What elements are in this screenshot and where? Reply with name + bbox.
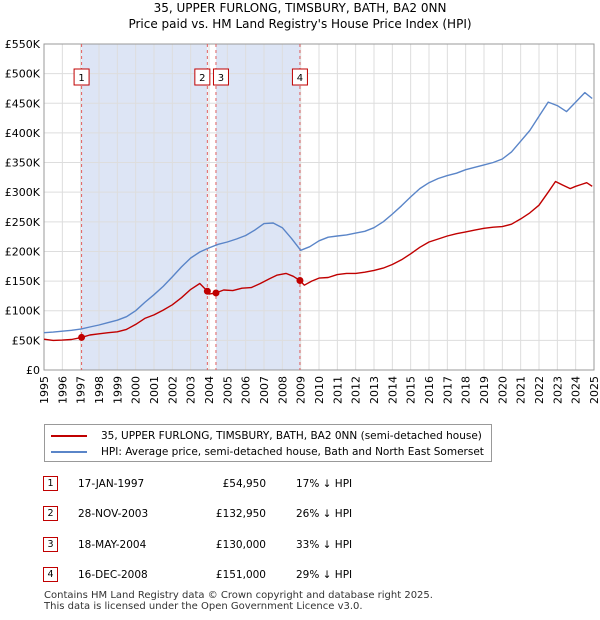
transaction-hpi-diff: 29% ↓ HPI (296, 569, 353, 581)
x-tick-label: 2016 (423, 376, 436, 404)
x-tick-label: 2004 (203, 376, 216, 404)
x-tick-label: 2019 (478, 376, 491, 404)
x-tick-label: 2010 (313, 376, 326, 404)
legend-label-hpi: HPI: Average price, semi-detached house,… (101, 446, 484, 458)
transaction-point (203, 287, 211, 295)
x-tick-label: 1996 (56, 376, 69, 404)
plot-area-border (43, 43, 595, 371)
y-tick-label: £500K (5, 68, 41, 81)
transaction-hpi-diff: 26% ↓ HPI (296, 508, 353, 520)
transaction-number-badge: 1 (43, 476, 58, 491)
transaction-number-badge: 4 (43, 567, 58, 582)
transaction-price: £151,000 (215, 569, 266, 581)
x-tick-label: 2011 (331, 376, 344, 404)
chart-legend: 35, UPPER FURLONG, TIMSBURY, BATH, BA2 0… (44, 424, 492, 462)
x-tick-label: 2009 (295, 376, 308, 404)
transaction-number-badge: 2 (43, 506, 58, 521)
transaction-point (78, 333, 86, 341)
legend-swatch-property (51, 435, 87, 437)
legend-label-property: 35, UPPER FURLONG, TIMSBURY, BATH, BA2 0… (101, 430, 482, 442)
transaction-label-number: 3 (218, 73, 224, 84)
x-tick-label: 1995 (38, 376, 51, 404)
legend-item-property: 35, UPPER FURLONG, TIMSBURY, BATH, BA2 0… (51, 428, 482, 444)
x-tick-label: 2022 (533, 376, 546, 404)
y-tick-label: £50K (12, 334, 41, 347)
x-tick-label: 2015 (405, 376, 418, 404)
transaction-label-box (212, 68, 229, 86)
property-series-line (43, 180, 593, 342)
x-tick-label: 2001 (148, 376, 161, 404)
table-row: 2 28-NOV-2003 £132,950 26% ↓ HPI (0, 504, 600, 524)
y-tick-label: £300K (5, 186, 41, 199)
x-tick-label: 2002 (166, 376, 179, 404)
shaded-period (81, 44, 208, 370)
x-tick-label: 2025 (588, 376, 600, 404)
transaction-label-box (291, 68, 308, 86)
transaction-label-box (73, 68, 90, 86)
footer-copyright: Contains HM Land Registry data © Crown c… (44, 590, 433, 601)
legend-item-hpi: HPI: Average price, semi-detached house,… (51, 444, 484, 460)
transaction-date: 18-MAY-2004 (78, 539, 147, 551)
x-tick-label: 2007 (258, 376, 271, 404)
transaction-hpi-diff: 17% ↓ HPI (296, 478, 353, 490)
price-chart: £0 £50K £100K £150K £200K £250K £300K £350K £400… (5, 38, 600, 404)
footer-notice: Contains HM Land Registry data © Crown c… (44, 590, 433, 612)
x-tick-label: 2020 (496, 376, 509, 404)
x-tick-label: 2003 (185, 376, 198, 404)
x-tick-label: 2024 (570, 376, 583, 404)
y-tick-label: £0 (26, 364, 40, 377)
transaction-label-box (194, 68, 211, 86)
y-tick-label: £100K (5, 305, 41, 318)
table-row: 3 18-MAY-2004 £130,000 33% ↓ HPI (0, 535, 600, 555)
transaction-price: £54,950 (222, 478, 266, 490)
transaction-date: 16-DEC-2008 (78, 569, 148, 581)
chart-title-line2: Price paid vs. HM Land Registry's House … (128, 17, 472, 31)
y-tick-label: £450K (5, 97, 41, 110)
transaction-label-number: 4 (297, 73, 303, 84)
footer-license: This data is licensed under the Open Gov… (44, 601, 363, 612)
table-row: 1 17-JAN-1997 £54,950 17% ↓ HPI (0, 474, 600, 494)
transaction-hpi-diff: 33% ↓ HPI (296, 539, 353, 551)
x-tick-label: 2005 (221, 376, 234, 404)
table-row: 4 16-DEC-2008 £151,000 29% ↓ HPI (0, 565, 600, 585)
y-tick-label: £150K (5, 275, 41, 288)
x-tick-label: 2012 (350, 376, 363, 404)
x-tick-label: 2014 (386, 376, 399, 404)
transaction-price: £130,000 (215, 539, 266, 551)
x-tick-label: 2023 (551, 376, 564, 404)
x-tick-label: 2013 (368, 376, 381, 404)
x-tick-label: 2008 (276, 376, 289, 404)
hpi-series-line (43, 91, 593, 334)
transaction-point (296, 276, 304, 284)
x-tick-label: 2000 (130, 376, 143, 404)
x-tick-label: 2017 (441, 376, 454, 404)
x-tick-label: 2006 (240, 376, 253, 404)
y-tick-label: £250K (5, 216, 41, 229)
x-tick-label: 2021 (515, 376, 528, 404)
transaction-price: £132,950 (215, 508, 266, 520)
x-tick-label: 1999 (111, 376, 124, 404)
y-tick-label: £550K (5, 38, 41, 51)
transaction-label-number: 1 (78, 73, 84, 84)
y-tick-label: £400K (5, 127, 41, 140)
x-tick-label: 1997 (75, 376, 88, 404)
transaction-point (212, 289, 220, 297)
legend-swatch-hpi (51, 451, 87, 453)
y-tick-label: £350K (5, 157, 41, 170)
transaction-date: 28-NOV-2003 (78, 508, 149, 520)
transaction-label-number: 2 (199, 73, 205, 84)
x-tick-label: 2018 (460, 376, 473, 404)
x-tick-label: 1998 (93, 376, 106, 404)
chart-title-line1: 35, UPPER FURLONG, TIMSBURY, BATH, BA2 0… (153, 1, 447, 15)
transaction-number-badge: 3 (43, 537, 58, 552)
transaction-date: 17-JAN-1997 (78, 478, 145, 490)
y-tick-label: £200K (5, 245, 41, 258)
shaded-period (215, 44, 300, 370)
